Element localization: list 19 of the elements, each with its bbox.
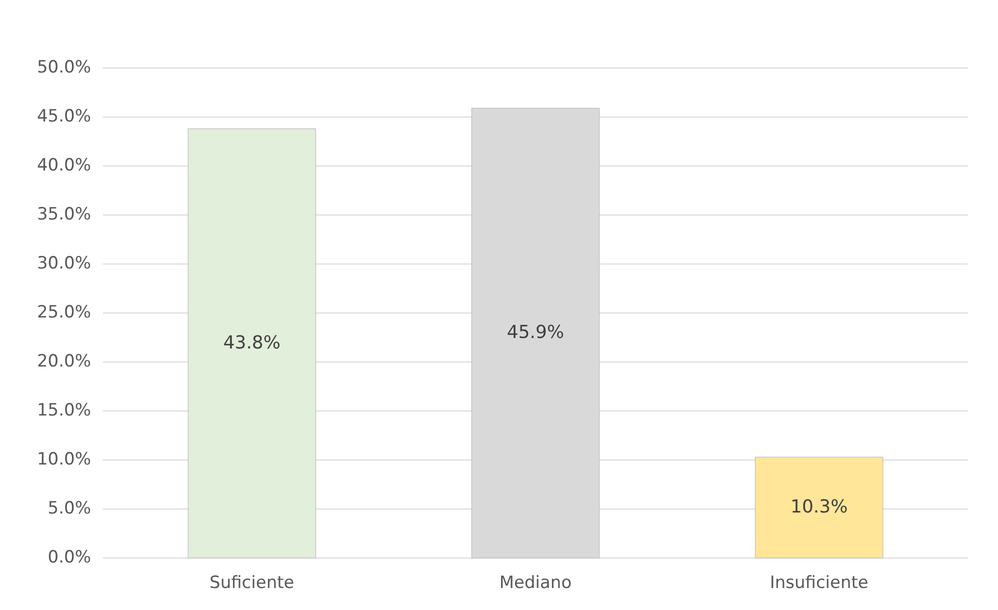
y-tick-label: 35.0%	[36, 204, 91, 225]
data-label: 43.8%	[223, 332, 280, 354]
y-tick-label: 0.0%	[48, 548, 91, 568]
y-tick-label: 20.0%	[36, 352, 91, 372]
y-tick-label: 30.0%	[36, 254, 91, 274]
bar	[188, 128, 316, 558]
y-tick-label: 10.0%	[36, 450, 91, 470]
bar	[755, 456, 884, 558]
y-tick-label: 25.0%	[36, 302, 91, 323]
y-tick-label: 5.0%	[48, 498, 91, 519]
y-tick-label: 15.0%	[36, 400, 91, 421]
y-tick-label: 45.0%	[36, 106, 91, 127]
data-label: 45.9%	[506, 322, 564, 344]
y-tick-label: 40.0%	[36, 156, 91, 176]
x-tick-label: Mediano	[499, 573, 572, 593]
x-tick-label: Insuficiente	[770, 573, 868, 593]
x-tick-label: Suficiente	[210, 573, 294, 593]
y-tick-label: 50.0%	[36, 58, 91, 78]
data-label: 10.3%	[790, 496, 848, 518]
